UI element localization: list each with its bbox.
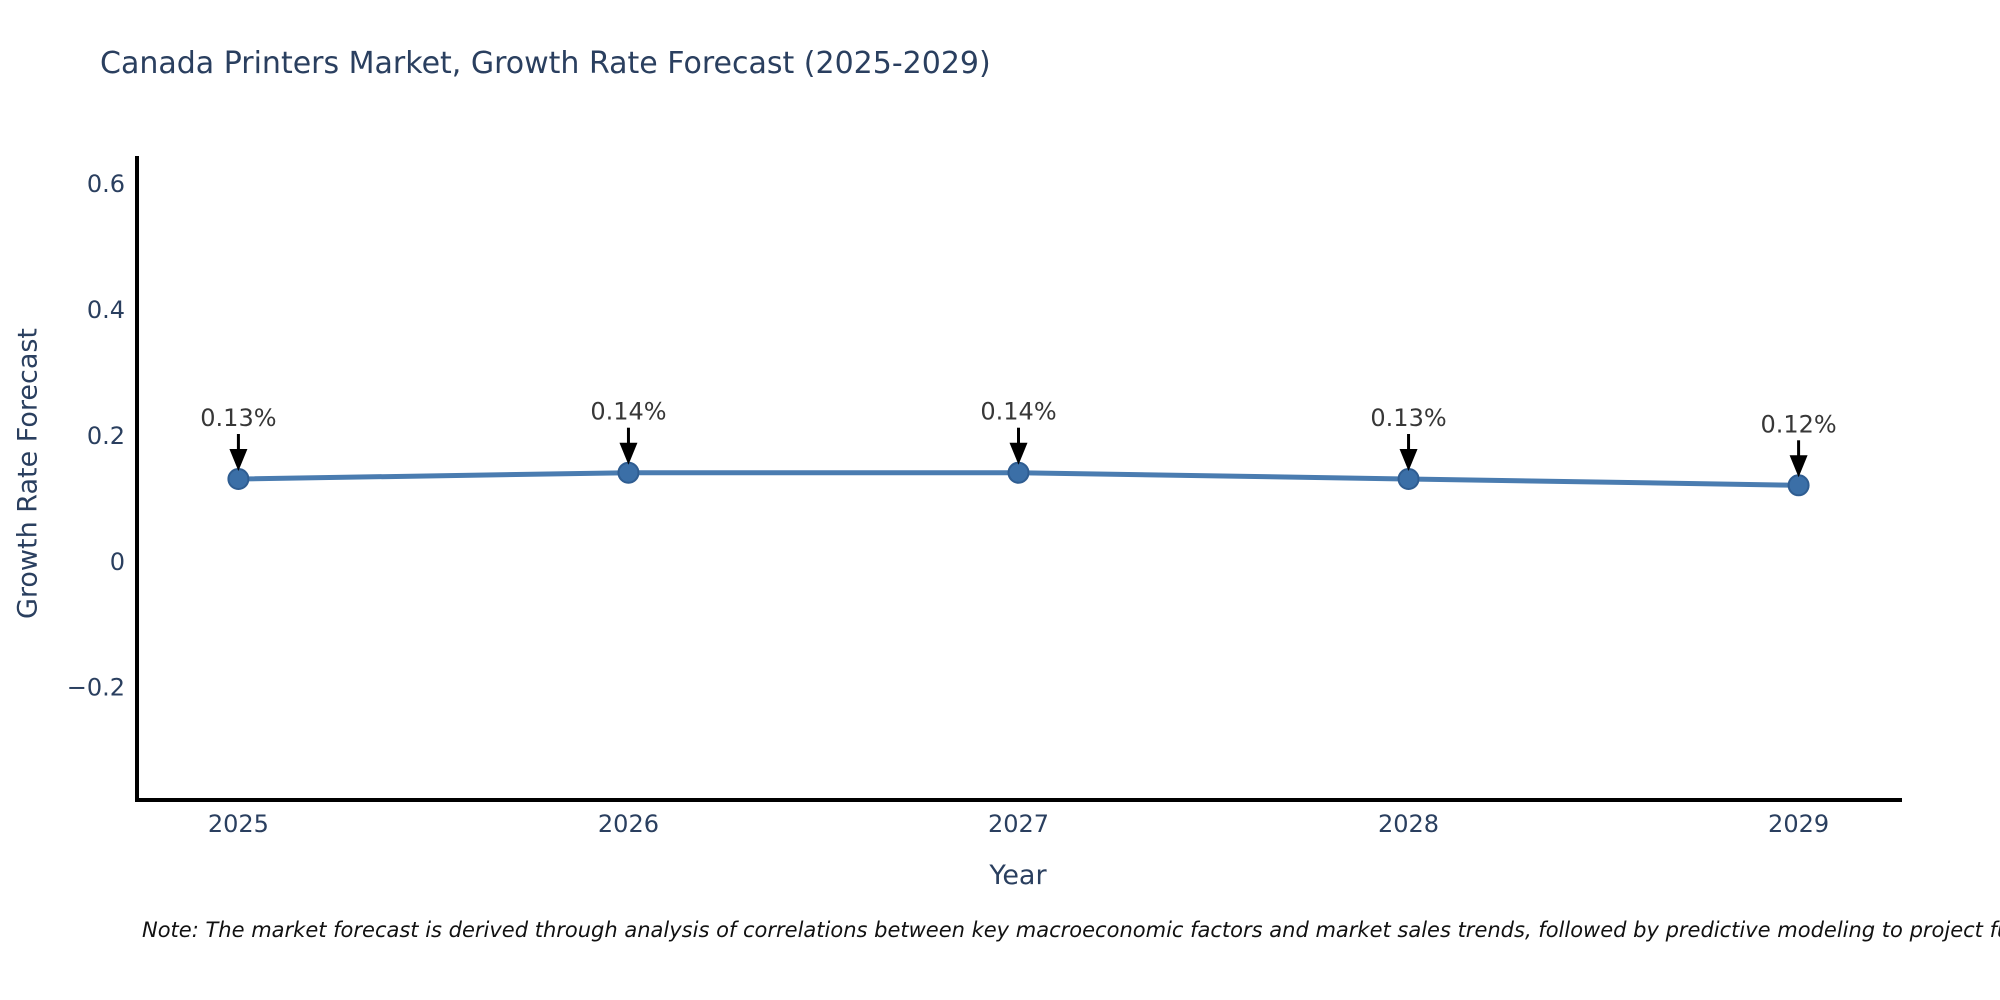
x-tick-label: 2026 [598,810,659,838]
y-tick-label: 0.2 [87,422,125,450]
annotation-arrow-head [619,442,638,465]
y-tick-label: 0 [110,548,125,576]
x-tick-label: 2029 [1768,810,1829,838]
data-point-label: 0.14% [590,398,666,426]
footnote: Note: The market forecast is derived thr… [142,918,2000,942]
data-point-marker [1007,461,1030,484]
annotation-arrow-head [1399,449,1418,471]
x-tick-label: 2028 [1378,810,1439,838]
data-point-label: 0.14% [980,398,1056,426]
x-tick-label: 2025 [208,810,269,838]
x-axis-title: Year [989,860,1047,891]
data-point-marker [617,461,640,484]
data-point-label: 0.13% [1370,404,1446,432]
x-tick-label: 2027 [988,810,1049,838]
data-point-label: 0.13% [200,404,276,432]
annotation-arrow-head [229,449,248,471]
chart-title: Canada Printers Market, Growth Rate Fore… [100,46,991,81]
annotation-arrow-head [1009,442,1028,465]
data-point-marker [227,468,250,490]
y-tick-label: 0.4 [87,296,125,324]
data-point-marker [1397,468,1420,490]
y-tick-label: −0.2 [67,674,125,702]
y-tick-label: 0.6 [87,170,125,198]
data-point-label: 0.12% [1760,410,1836,438]
annotation-arrow-head [1789,455,1808,478]
data-point-marker [1787,474,1810,497]
